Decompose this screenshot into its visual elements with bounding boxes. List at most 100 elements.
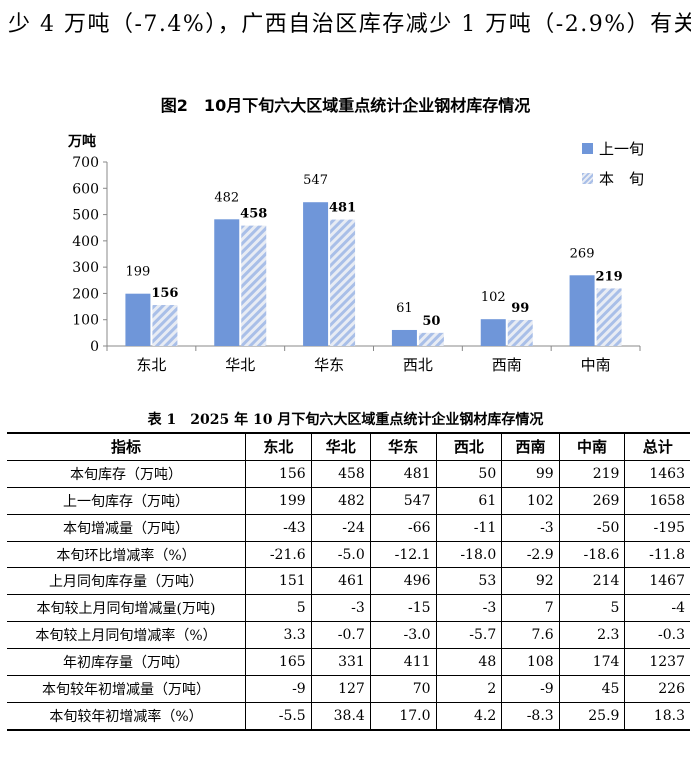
x-category-label: 东北 — [136, 356, 166, 374]
x-category-label: 华北 — [225, 356, 255, 374]
table-cell: -18.6 — [558, 541, 626, 569]
row-label: 本旬较年初增减量（万吨） — [7, 675, 246, 703]
table-cell: -5.0 — [310, 541, 371, 569]
bar-prev — [303, 202, 329, 346]
header-xibei: 西北 — [435, 433, 503, 461]
table-cell: -0.7 — [310, 621, 371, 650]
bar-value-label: 269 — [570, 246, 595, 261]
y-tick-label: 600 — [72, 181, 99, 197]
table-cell: 219 — [558, 460, 626, 488]
table-cell: -9 — [245, 675, 312, 703]
header-dongbei: 东北 — [245, 433, 312, 461]
y-axis-unit-label: 万吨 — [68, 134, 96, 150]
table-cell: 7 — [501, 594, 560, 623]
row-label: 本旬较上月同旬增减率（%） — [7, 621, 246, 650]
bar-value-label: 61 — [396, 301, 413, 316]
table-cell: 3.3 — [245, 621, 312, 650]
row-label: 年初库存量（万吨） — [7, 648, 246, 677]
table-cell: 17.0 — [369, 702, 437, 731]
table-row: 本旬增减量（万吨） -43 -24 -66 -11 -3 -50 -195 — [7, 514, 690, 542]
table-cell: -5.7 — [435, 621, 503, 650]
table-cell: 48 — [435, 648, 503, 677]
inventory-table: 指标 东北 华北 华东 西北 西南 中南 总计 本旬库存（万吨） 156 458 48… — [7, 432, 690, 731]
header-zhongnan: 中南 — [558, 433, 626, 461]
table-title: 表 1 2025 年 10 月下旬六大区域重点统计企业钢材库存情况 — [147, 412, 544, 428]
table-row: 本旬较上月同旬增减率（%） 3.3 -0.7 -3.0 -5.7 7.6 2.3 -0.3 — [7, 621, 690, 650]
bar-prev — [569, 275, 595, 346]
bar-value-label: 219 — [596, 269, 623, 284]
table-cell: 269 — [558, 487, 626, 515]
table-row: 本旬环比增减率（%） -21.6 -5.0 -12.1 -18.0 -2.9 -18.6 -1… — [7, 541, 690, 569]
table-cell: 102 — [501, 487, 560, 515]
table-row: 本旬较上月同旬增减量(万吨) 5 -3 -15 -3 7 5 -4 — [7, 594, 690, 623]
y-tick-label: 100 — [72, 313, 99, 329]
table-cell: 174 — [558, 648, 626, 677]
bar-value-label: 50 — [422, 314, 440, 329]
table-cell: -3 — [435, 594, 503, 623]
table-row: 本旬库存（万吨） 156 458 481 50 99 219 1463 — [7, 460, 690, 488]
row-label: 上一旬库存（万吨） — [7, 487, 246, 515]
table-cell: -2.9 — [501, 541, 560, 569]
table-cell: 92 — [501, 567, 560, 596]
row-label: 本旬环比增减率（%） — [7, 541, 246, 569]
table-cell: 5 — [245, 594, 312, 623]
table-cell: 1463 — [624, 460, 690, 488]
table-cell: 53 — [435, 567, 503, 596]
table-cell: -3 — [310, 594, 371, 623]
table-cell: 5 — [558, 594, 626, 623]
table-row: 本旬较年初增减量（万吨） -9 127 70 2 -9 45 226 — [7, 675, 690, 703]
y-tick-label: 700 — [72, 155, 99, 171]
table-cell: 18.3 — [624, 702, 690, 731]
header-total: 总计 — [624, 433, 690, 461]
bar-value-label: 102 — [481, 290, 506, 305]
table-cell: 61 — [435, 487, 503, 515]
table-cell: 214 — [558, 567, 626, 596]
body-paragraph: 少 4 万吨（-7.4%），广西自治区库存减少 1 万吨（-2.9%）有关。 — [8, 12, 691, 37]
legend-swatch-solid-icon — [582, 142, 593, 154]
table-cell: -8.3 — [501, 702, 560, 731]
bar-prev — [125, 293, 151, 346]
table-cell: 38.4 — [310, 702, 371, 731]
table-cell: -24 — [310, 514, 371, 542]
bar-cur — [330, 219, 356, 346]
bar-value-label: 481 — [329, 201, 356, 216]
table-cell: -66 — [369, 514, 437, 542]
table-cell: -0.3 — [624, 621, 690, 650]
table-cell: 7.6 — [501, 621, 560, 650]
table-cell: 45 — [558, 675, 626, 703]
table-cell: 2 — [435, 675, 503, 703]
table-cell: 547 — [369, 487, 437, 515]
table-cell: 226 — [624, 675, 690, 703]
bar-value-label: 156 — [151, 286, 178, 301]
table-cell: 4.2 — [435, 702, 503, 731]
y-tick-label: 0 — [90, 339, 99, 355]
bar-cur — [418, 332, 444, 346]
bar-prev — [214, 219, 240, 346]
x-category-label: 中南 — [581, 356, 611, 374]
table-cell: 127 — [310, 675, 371, 703]
table-cell: 156 — [245, 460, 312, 488]
table-cell: 482 — [310, 487, 371, 515]
y-tick-label: 500 — [72, 208, 99, 224]
bar-cur — [241, 225, 267, 346]
table-cell: -4 — [624, 594, 690, 623]
table-cell: 481 — [369, 460, 437, 488]
table-cell: -43 — [245, 514, 312, 542]
legend-label-cur: 本 旬 — [599, 169, 645, 188]
table-cell: -3.0 — [369, 621, 437, 650]
row-label: 本旬较年初增减率（%） — [7, 702, 246, 731]
table-cell: 151 — [245, 567, 312, 596]
table-row: 本旬较年初增减率（%） -5.5 38.4 17.0 4.2 -8.3 25.9 18.3 — [7, 702, 690, 731]
header-huadong: 华东 — [369, 433, 437, 461]
y-tick-label: 400 — [72, 234, 99, 250]
table-cell: -15 — [369, 594, 437, 623]
y-tick-label: 200 — [72, 286, 99, 302]
table-cell: -3 — [501, 514, 560, 542]
row-label: 本旬较上月同旬增减量(万吨) — [7, 594, 246, 623]
legend-label-prev: 上一旬 — [599, 139, 645, 158]
bar-prev — [480, 319, 506, 346]
legend-item-cur: 本 旬 — [582, 163, 644, 193]
table-cell: 1237 — [624, 648, 690, 677]
table-cell: 99 — [501, 460, 560, 488]
